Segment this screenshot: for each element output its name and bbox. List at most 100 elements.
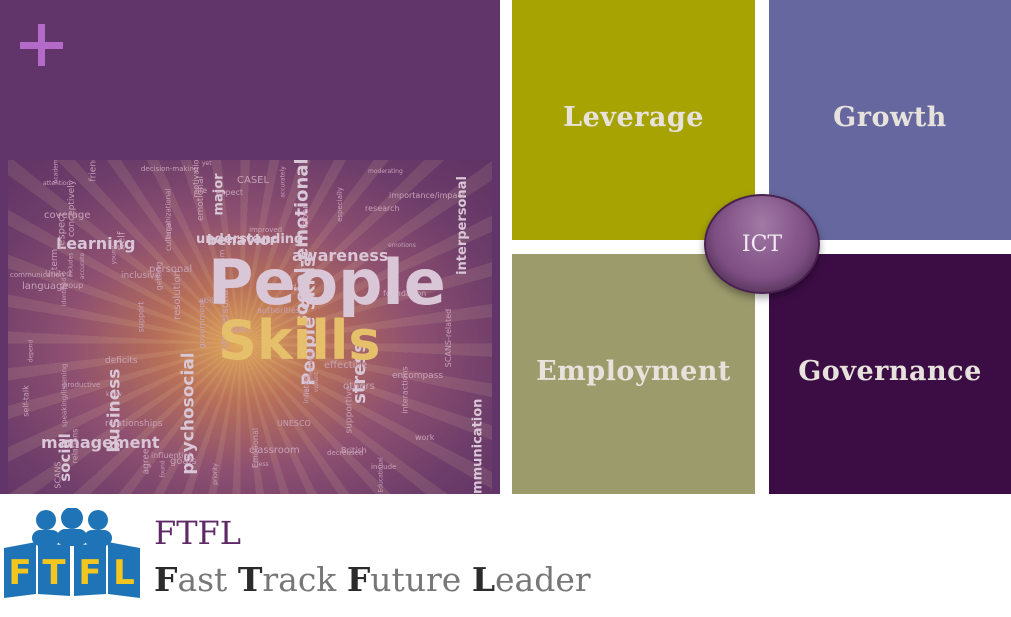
wordcloud-word: know [106,391,122,398]
wordcloud-word: personal [149,264,193,275]
wordcloud-word: resolution [171,270,183,320]
wordcloud-headline-skills: Skills [218,309,381,372]
wordcloud-word: yet [202,160,212,167]
wordcloud-word: part [231,324,252,335]
logo-letter-blocks: F T F L [4,542,140,598]
wordcloud-word: language [22,281,69,292]
leverage-tile[interactable]: Leverage [512,0,755,240]
wordcloud-word: found [159,460,167,478]
wordcloud-word: behavior [207,233,277,249]
wordcloud-word: research [365,204,400,213]
wordcloud-word: relations [70,428,80,464]
wordcloud-word: decreased [327,449,364,457]
wordcloud-word: United [45,269,72,278]
growth-tile[interactable]: Growth [769,0,1011,240]
wordcloud-word: relationships [105,419,163,429]
wordcloud-word: effective [324,360,368,371]
brand-short-name: FTFL [154,514,241,552]
wordcloud-word: authorities [257,306,301,315]
wordcloud-word: expect [216,188,244,197]
wordcloud-word: identified [61,277,69,307]
wordcloud-word: conceptively [67,179,78,238]
brand-word-3-initial: F [346,560,371,599]
ftfl-logo: F T F L [4,508,140,598]
wordcloud-word: work [415,433,435,442]
wordcloud-word: life [195,186,208,195]
wordcloud-word: labor [300,205,311,228]
governance-tile[interactable]: Governance [769,254,1011,494]
wordcloud-word: coverage [44,210,91,221]
wordcloud-word: awareness [292,246,389,265]
wordcloud-word: classroom [249,445,300,456]
wordcloud-word: group [60,281,84,290]
wordcloud-headline-people: People [208,246,446,319]
plus-icon [20,24,64,68]
wordcloud-word: improved [249,226,283,234]
wordcloud-word: ability [199,296,224,305]
wordcloud-word: listed [301,375,311,397]
wordcloud-word: influential [151,451,191,460]
logo-letter-3: F [78,553,101,593]
wordcloud-word: Learning [56,234,136,253]
wordcloud-rays [8,160,492,494]
logo-letter-4: L [113,553,135,593]
wordcloud-word: Educational [377,457,385,493]
wordcloud-word: productive [63,381,101,389]
brand-word-4-initial: L [471,560,496,599]
wordcloud-word: agree [141,448,152,475]
employment-tile[interactable]: Employment [512,254,755,494]
brand-word-2-rest: rack [262,560,337,599]
wordcloud-word: British [341,446,367,455]
wordcloud-word: interactions [400,366,410,414]
people-group-icon [32,508,112,546]
left-panel: Learning management psychosocial social-emo… [0,0,500,494]
wordcloud-word: self-talk [21,385,31,417]
wordcloud-word: goals [170,456,197,467]
ict-label: ICT [741,231,783,257]
brand-full-name: Fast Track Future Leader [154,560,591,599]
wordcloud-word: importance/impact [389,191,465,200]
employment-label: Employment [536,356,731,387]
wordcloud-word: foundation [383,289,427,298]
brand-word-1-initial: F [154,560,178,599]
wordcloud-word: business [104,368,125,453]
growth-label: Growth [833,102,947,133]
wordcloud-word: decision-making [141,165,199,173]
governance-label: Governance [798,356,982,387]
wordcloud-word: emotions [388,242,416,249]
logo-letter-1: F [8,553,31,593]
wordcloud-word: priority [211,463,219,485]
wordcloud-word: described [262,283,297,291]
wordcloud-word: deficits [105,356,138,366]
wordcloud-word: understanding [196,232,304,247]
wordcloud-word: depend [27,339,35,363]
wordcloud-word: encompass [392,371,444,381]
wordcloud-word: include [371,463,397,471]
wordcloud-word: especially [335,187,344,222]
brand-word-2-initial: T [237,560,263,599]
wordcloud-word: term [50,248,61,271]
wordcloud-word: friendly [88,160,99,182]
wordcloud-word: supportive [344,385,355,434]
brand-word-3-rest: uture [370,560,462,599]
ict-badge[interactable]: ICT [704,194,820,294]
wordcloud-word: support [136,301,146,333]
wordcloud-word: SCANS [53,461,63,489]
wordcloud-word: attention [43,180,71,187]
wordcloud-word: moderating [368,168,403,175]
wordcloud-word: accurate [79,252,87,280]
wordcloud-word: Self [116,231,128,251]
wordcloud-word: less [257,461,269,468]
wordcloud-word: organizational [164,188,173,239]
wordcloud-word: speaking/listening [60,363,69,428]
wordcloud-word: violent [313,371,321,393]
wordcloud-word: communication [10,271,65,279]
wordcloud-word: accurately [279,166,287,198]
people-skills-wordcloud-image: Learning management psychosocial social-emo… [8,160,492,494]
wordcloud-word: management [41,433,160,452]
logo-letter-2: T [42,553,66,593]
brand-word-1-rest: ast [177,560,228,599]
wordcloud-word: UNESCO [277,419,311,428]
wordcloud-word: self-communication [470,398,486,494]
wordcloud-word: SCANS-related [444,308,454,368]
